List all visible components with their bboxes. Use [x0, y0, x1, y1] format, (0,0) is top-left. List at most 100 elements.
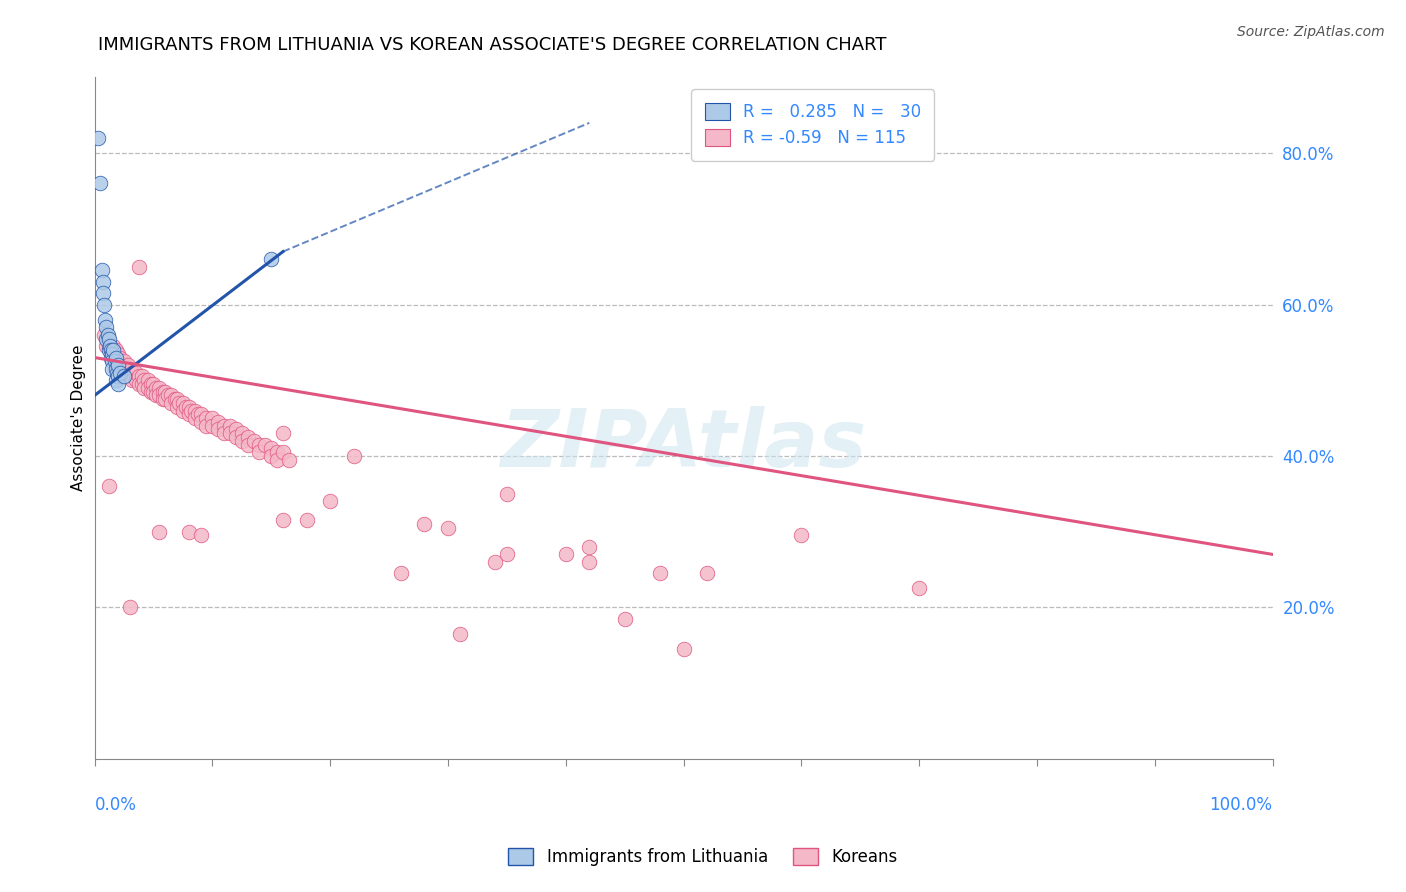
- Point: [207, 415, 229, 429]
- Point: [156, 388, 179, 402]
- Legend: R =   0.285   N =   30, R = -0.59   N = 115: R = 0.285 N = 30, R = -0.59 N = 115: [692, 89, 935, 161]
- Point: [148, 524, 170, 539]
- Point: [112, 354, 135, 368]
- Point: [319, 494, 342, 508]
- Point: [578, 555, 600, 569]
- Point: [152, 392, 174, 407]
- Point: [117, 366, 139, 380]
- Point: [495, 487, 517, 501]
- Point: [187, 407, 209, 421]
- Point: [172, 396, 194, 410]
- Point: [254, 437, 277, 451]
- Point: [89, 177, 111, 191]
- Point: [101, 362, 124, 376]
- Point: [242, 434, 264, 448]
- Point: [91, 275, 114, 289]
- Point: [278, 452, 301, 467]
- Point: [148, 381, 170, 395]
- Point: [271, 513, 294, 527]
- Point: [139, 384, 162, 399]
- Point: [219, 426, 242, 441]
- Point: [271, 426, 294, 441]
- Point: [97, 343, 120, 357]
- Point: [97, 332, 120, 346]
- Point: [201, 411, 224, 425]
- Point: [93, 327, 115, 342]
- Point: [91, 286, 114, 301]
- Point: [260, 442, 283, 456]
- Point: [98, 339, 121, 353]
- Point: [93, 297, 115, 311]
- Legend: Immigrants from Lithuania, Koreans: Immigrants from Lithuania, Koreans: [502, 841, 904, 873]
- Point: [110, 358, 132, 372]
- Text: 0.0%: 0.0%: [94, 797, 136, 814]
- Point: [389, 566, 412, 581]
- Point: [231, 434, 253, 448]
- Point: [266, 452, 288, 467]
- Point: [413, 517, 436, 532]
- Point: [112, 369, 135, 384]
- Text: Source: ZipAtlas.com: Source: ZipAtlas.com: [1237, 25, 1385, 39]
- Y-axis label: Associate's Degree: Associate's Degree: [72, 345, 86, 491]
- Point: [260, 449, 283, 463]
- Point: [128, 369, 150, 384]
- Point: [183, 411, 205, 425]
- Point: [87, 131, 110, 145]
- Point: [112, 369, 135, 384]
- Point: [172, 403, 194, 417]
- Point: [104, 343, 127, 357]
- Point: [145, 381, 167, 395]
- Point: [908, 582, 931, 596]
- Point: [236, 437, 259, 451]
- Point: [613, 612, 636, 626]
- Point: [118, 369, 141, 384]
- Text: IMMIGRANTS FROM LITHUANIA VS KOREAN ASSOCIATE'S DEGREE CORRELATION CHART: IMMIGRANTS FROM LITHUANIA VS KOREAN ASSO…: [98, 36, 887, 54]
- Point: [107, 358, 129, 372]
- Point: [103, 343, 125, 357]
- Point: [672, 642, 695, 657]
- Point: [554, 548, 576, 562]
- Point: [166, 392, 188, 407]
- Point: [249, 437, 271, 451]
- Point: [94, 312, 117, 326]
- Point: [107, 347, 129, 361]
- Point: [266, 445, 288, 459]
- Point: [166, 400, 188, 414]
- Point: [231, 426, 253, 441]
- Point: [97, 339, 120, 353]
- Point: [249, 445, 271, 459]
- Point: [117, 358, 139, 372]
- Point: [696, 566, 718, 581]
- Text: ZIPAtlas: ZIPAtlas: [501, 407, 866, 484]
- Point: [128, 260, 150, 274]
- Point: [96, 320, 118, 334]
- Point: [343, 449, 366, 463]
- Point: [132, 373, 155, 387]
- Point: [484, 555, 506, 569]
- Point: [107, 358, 129, 372]
- Point: [96, 339, 118, 353]
- Point: [104, 373, 127, 387]
- Point: [177, 400, 200, 414]
- Point: [201, 418, 224, 433]
- Point: [790, 528, 813, 542]
- Point: [131, 377, 153, 392]
- Point: [648, 566, 671, 581]
- Point: [495, 548, 517, 562]
- Point: [136, 381, 159, 395]
- Point: [160, 388, 183, 402]
- Point: [180, 403, 202, 417]
- Point: [295, 513, 318, 527]
- Point: [169, 396, 191, 410]
- Point: [121, 366, 143, 380]
- Point: [212, 418, 235, 433]
- Point: [104, 354, 127, 368]
- Point: [125, 373, 148, 387]
- Point: [90, 263, 112, 277]
- Point: [145, 388, 167, 402]
- Point: [104, 351, 127, 365]
- Point: [101, 347, 124, 361]
- Point: [578, 540, 600, 554]
- Point: [132, 381, 155, 395]
- Point: [136, 373, 159, 387]
